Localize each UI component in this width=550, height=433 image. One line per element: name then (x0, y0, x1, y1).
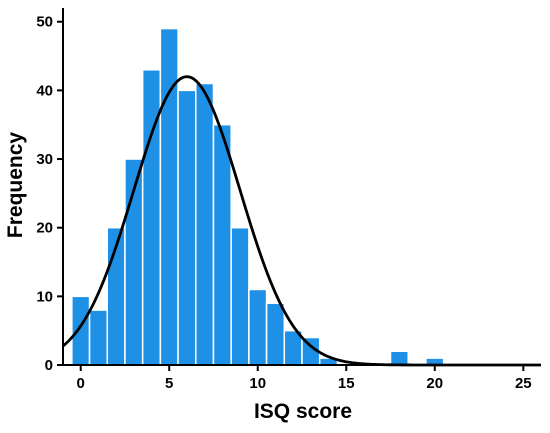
x-axis-ticks: 0 5 10 15 20 25 (77, 365, 532, 392)
y-axis-label: Frequency (4, 132, 27, 239)
y-tick-label: 20 (36, 220, 53, 237)
y-tick-label: 50 (36, 14, 53, 31)
histogram-bar-5 (159, 27, 179, 366)
histogram-bar-9 (230, 226, 250, 366)
x-tick-label: 5 (165, 375, 173, 392)
y-tick-label: 30 (36, 151, 53, 168)
histogram-bar-10 (248, 288, 268, 366)
histogram-bar-18 (389, 350, 409, 366)
histogram-bar-6 (177, 89, 197, 366)
histogram-bar-7 (195, 82, 215, 366)
y-tick-label: 0 (45, 357, 53, 374)
x-tick-label: 0 (77, 375, 85, 392)
x-tick-label: 20 (426, 375, 443, 392)
x-tick-label: 10 (249, 375, 266, 392)
axes (62, 8, 541, 366)
y-tick-label: 40 (36, 82, 53, 99)
histogram-bar-0 (71, 295, 91, 366)
y-tick-label: 10 (36, 288, 53, 305)
histogram-bar-11 (265, 302, 286, 366)
histogram-bar-8 (212, 123, 232, 366)
x-axis-label: ISQ score (254, 400, 352, 423)
histogram-bar-1 (88, 309, 109, 366)
x-tick-label: 15 (338, 375, 355, 392)
y-axis-ticks: 0 10 20 30 40 50 (36, 14, 63, 374)
histogram-bars (71, 27, 445, 366)
x-tick-label: 25 (515, 375, 532, 392)
